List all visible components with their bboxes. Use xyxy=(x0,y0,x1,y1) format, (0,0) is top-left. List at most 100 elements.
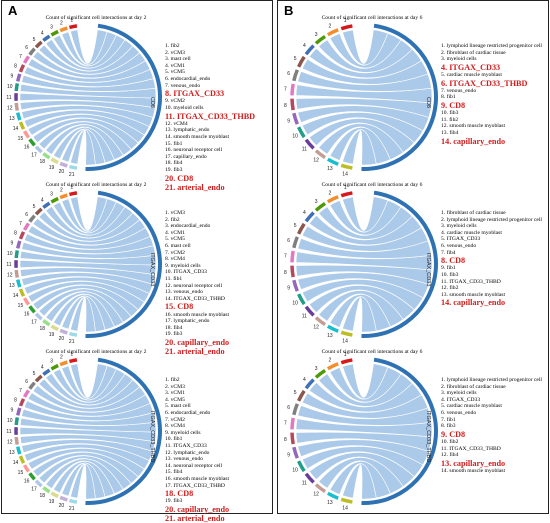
segment-number: 13 xyxy=(327,500,333,506)
legend-item: 4. cardiac muscle myoblast xyxy=(441,230,550,237)
target-segment xyxy=(299,127,305,137)
segment-number: 12 xyxy=(313,325,319,331)
segment-number: 19 xyxy=(49,165,55,171)
legend-label: ITGAX_CD33 xyxy=(173,443,207,449)
legend-item: 14. capillary_endo xyxy=(441,298,550,307)
target-segment xyxy=(292,266,293,277)
legend-label: venous_endo xyxy=(447,88,477,94)
legend-label: vCM4 xyxy=(173,121,187,127)
chord-diagram: Count of significant cell interactions a… xyxy=(2,178,274,343)
legend-item: 7. vCM2 xyxy=(165,250,277,257)
legend-item: 14. ITGAX_CD33_THBD xyxy=(165,296,277,303)
legend-label: smooth muscle myoblast xyxy=(173,134,229,140)
legend-label: lymphatic_endo xyxy=(173,450,209,456)
legend-label: endocardial_endo xyxy=(171,223,211,229)
segment-number: 4 xyxy=(41,30,44,36)
source-label: ITGAX_CD33 xyxy=(425,253,431,287)
segment-number: 5 xyxy=(33,371,36,377)
legend-label: fib4 xyxy=(173,325,182,331)
legend-item: 19. fib3 xyxy=(165,331,277,338)
segment-number: 9 xyxy=(11,241,14,247)
source-label: ITGAX_CD33_THBD xyxy=(149,411,155,463)
target-segment xyxy=(341,360,352,363)
target-segment xyxy=(36,314,42,319)
legend-item: 3. endocardial_endo xyxy=(165,223,277,230)
legend-item: 1. fibroblast of cardiac tissue xyxy=(441,210,550,217)
legend-number: 11. xyxy=(165,276,173,282)
legend-item: 6. mast cell xyxy=(165,243,277,250)
target-segment xyxy=(30,216,35,222)
target-segment xyxy=(16,250,17,258)
segment-number: 13 xyxy=(9,450,15,456)
legend-label: CD8 xyxy=(449,256,465,265)
segment-number: 7 xyxy=(284,421,287,427)
target-segment xyxy=(328,159,338,164)
segment-number: 8 xyxy=(284,103,287,109)
legend-item: 1. fib2 xyxy=(165,377,277,384)
target-segment xyxy=(30,473,35,479)
legend-item: 2. lymphoid lineage restricted progenito… xyxy=(441,217,550,224)
legend-item: 7. vCM2 xyxy=(165,417,277,424)
legend-label: myeloid cells xyxy=(447,56,477,62)
legend-item: 12. smooth muscle myoblast xyxy=(441,123,550,130)
target-segment xyxy=(25,131,29,138)
legend-label: neuronal receptor cell xyxy=(173,147,222,153)
legend-number: 11. xyxy=(165,443,173,449)
legend-item: 8. vCM4 xyxy=(165,256,277,263)
legend-label: myeloid cells xyxy=(171,430,201,436)
target-segment xyxy=(18,280,20,287)
legend-label: smooth muscle myoblast xyxy=(449,468,505,474)
segment-number: 10 xyxy=(292,300,298,306)
segment-number: 20 xyxy=(59,503,65,509)
target-segment xyxy=(341,499,352,502)
segment-number: 15 xyxy=(18,303,24,309)
segment-number: 19 xyxy=(49,499,55,505)
segment-number: 2 xyxy=(329,358,332,364)
legend-label: fib3 xyxy=(173,167,182,173)
segment-number: 6 xyxy=(287,71,290,77)
segment-number: 9 xyxy=(287,286,290,292)
legend-label: fib2 xyxy=(449,117,458,123)
segment-number: 11 xyxy=(6,429,11,435)
target-segment xyxy=(36,209,42,214)
legend-label: vCM5 xyxy=(171,236,185,242)
legend-item: 2. vCM3 xyxy=(165,50,277,57)
segment-number: 17 xyxy=(31,152,37,158)
segment-number: 10 xyxy=(7,418,13,424)
legend-list: 1. lymphoid lineage restricted progenito… xyxy=(441,377,550,475)
chord-links xyxy=(20,30,156,165)
legend-label: vCM1 xyxy=(171,390,185,396)
target-segment xyxy=(69,26,76,28)
target-segment xyxy=(16,437,17,445)
target-segment xyxy=(21,122,24,129)
legend-label: myeloid cells xyxy=(171,263,201,269)
legend-label: myeloid cells xyxy=(447,390,477,396)
segment-number: 5 xyxy=(33,204,36,210)
source-label: ITGAX_CD33 xyxy=(149,253,155,287)
legend-item: 9. CD8 xyxy=(441,101,550,110)
target-segment xyxy=(60,195,67,198)
chord-links xyxy=(296,364,432,499)
legend-item: 13. lymphatic_endo xyxy=(165,127,277,134)
legend-item: 2. fib2 xyxy=(165,217,277,224)
segment-number: 9 xyxy=(287,453,290,459)
segment-number: 15 xyxy=(18,470,24,476)
target-segment xyxy=(16,270,17,278)
target-segment xyxy=(294,70,297,81)
legend-number: 13. xyxy=(441,459,453,468)
segment-number: 3 xyxy=(50,25,53,31)
segment-number: 13 xyxy=(327,166,333,172)
legend-item: 10. fib2 xyxy=(441,439,550,446)
target-segment xyxy=(30,383,35,389)
legend-list: 1. lymphoid lineage restricted progenito… xyxy=(441,43,550,146)
legend-item: 14. capillary_endo xyxy=(441,137,550,146)
segment-number: 11 xyxy=(6,95,11,101)
legend-item: 4. vCM5 xyxy=(165,397,277,404)
segment-number: 1 xyxy=(70,184,73,190)
legend-label: ITGAX_CD33 xyxy=(173,269,207,275)
legend-item: 4. vCM1 xyxy=(165,230,277,237)
legend-label: fib3 xyxy=(449,272,458,278)
legend-label: venous_endo xyxy=(447,410,477,416)
